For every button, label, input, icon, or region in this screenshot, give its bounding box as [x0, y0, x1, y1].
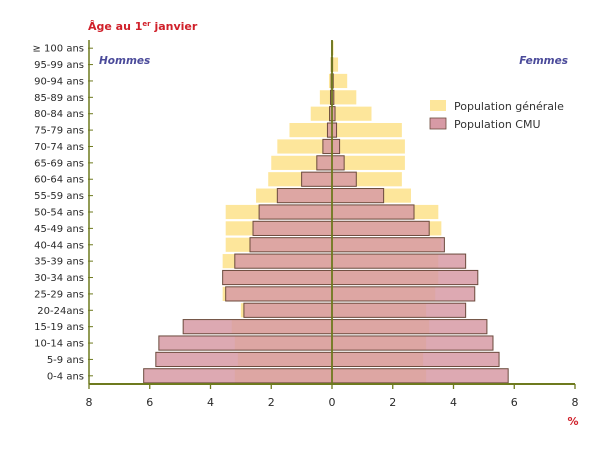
- bar-cmu-men: [277, 189, 332, 203]
- age-tick-label: 10-14 ans: [34, 339, 84, 350]
- legend-label-cmu: Population CMU: [454, 118, 541, 131]
- bar-cmu-men: [159, 336, 332, 350]
- age-tick-label: 65-69 ans: [34, 158, 84, 169]
- age-tick-label: ≥ 100 ans: [33, 44, 85, 55]
- bar-cmu-women: [332, 238, 444, 252]
- age-tick-label: 45-49 ans: [34, 224, 84, 235]
- age-tick-label: 85-89 ans: [34, 93, 84, 104]
- bar-cmu-women: [332, 221, 429, 235]
- bar-cmu-women: [332, 369, 508, 383]
- x-tick-label: 6: [511, 396, 518, 409]
- bar-cmu-women: [332, 139, 340, 153]
- bar-cmu-men: [244, 303, 332, 317]
- bar-general-women: [332, 123, 402, 137]
- age-tick-label: 50-54 ans: [34, 208, 84, 219]
- x-tick-label: 4: [207, 396, 214, 409]
- bar-general-women: [332, 74, 347, 88]
- x-tick-label: 6: [146, 396, 153, 409]
- bar-cmu-women: [332, 320, 487, 334]
- x-tick-label: 2: [389, 396, 396, 409]
- bar-cmu-women: [332, 352, 499, 366]
- bar-general-women: [332, 139, 405, 153]
- bar-general-men: [289, 123, 332, 137]
- bar-cmu-men: [226, 287, 332, 301]
- bar-cmu-women: [332, 156, 344, 170]
- age-tick-label: 40-44 ans: [34, 240, 84, 251]
- x-tick-labels: 8 6 4 2 0 2 4 6 8: [86, 384, 579, 409]
- age-tick-label: 70-74 ans: [34, 142, 84, 153]
- age-tick-label: 20-24ans: [37, 306, 84, 317]
- bar-cmu-women: [332, 287, 475, 301]
- bar-cmu-men: [259, 205, 332, 219]
- legend-label-general: Population générale: [454, 100, 564, 113]
- age-tick-label: 95-99 ans: [34, 60, 84, 71]
- age-tick-label: 80-84 ans: [34, 109, 84, 120]
- age-tick-label: 90-94 ans: [34, 76, 84, 87]
- bar-cmu-men: [144, 369, 332, 383]
- bar-general-women: [332, 90, 356, 104]
- bar-cmu-men: [235, 254, 332, 268]
- bar-general-men: [311, 107, 332, 121]
- x-tick-label: 8: [86, 396, 93, 409]
- bar-cmu-men: [183, 320, 332, 334]
- axes: [89, 40, 575, 384]
- age-tick-label: 75-79 ans: [34, 126, 84, 137]
- chart-title: Âge au 1er janvier: [88, 20, 198, 33]
- age-tick-label: 0-4 ans: [47, 371, 84, 382]
- age-tick-label: 5-9 ans: [47, 355, 84, 366]
- left-label-men: Hommes: [99, 55, 150, 67]
- bar-cmu-women: [332, 270, 478, 284]
- age-tick-label: 30-34 ans: [34, 273, 84, 284]
- legend: Population générale Population CMU: [430, 100, 564, 131]
- x-tick-label: 8: [572, 396, 579, 409]
- age-tick-label: 25-29 ans: [34, 289, 84, 300]
- bar-cmu-women: [332, 189, 384, 203]
- bar-general-women: [332, 107, 371, 121]
- bar-cmu-men: [317, 156, 332, 170]
- legend-swatch-general: [430, 100, 446, 111]
- age-tick-labels: 0-4 ans 5-9 ans 10-14 ans 15-19 ans 20-24ans…: [33, 44, 94, 383]
- bar-cmu-women: [332, 303, 466, 317]
- age-tick-label: 15-19 ans: [34, 322, 84, 333]
- bar-cmu-men: [253, 221, 332, 235]
- bar-cmu-men: [323, 139, 332, 153]
- age-tick-label: 55-59 ans: [34, 191, 84, 202]
- bar-cmu-men: [156, 352, 332, 366]
- x-tick-label: 2: [268, 396, 275, 409]
- bar-cmu-women: [332, 205, 414, 219]
- right-label-women: Femmes: [519, 55, 568, 67]
- x-tick-label: 4: [450, 396, 457, 409]
- age-tick-label: 35-39 ans: [34, 257, 84, 268]
- age-tick-label: 60-64 ans: [34, 175, 84, 186]
- bar-cmu-women: [332, 254, 466, 268]
- bar-cmu-men: [223, 270, 332, 284]
- bar-cmu-men: [302, 172, 332, 186]
- x-axis-label: %: [567, 415, 578, 428]
- x-tick-label: 0: [329, 396, 336, 409]
- bar-cmu-women: [332, 172, 356, 186]
- bar-cmu-women: [332, 336, 493, 350]
- bar-cmu-men: [250, 238, 332, 252]
- legend-swatch-cmu: [430, 118, 446, 129]
